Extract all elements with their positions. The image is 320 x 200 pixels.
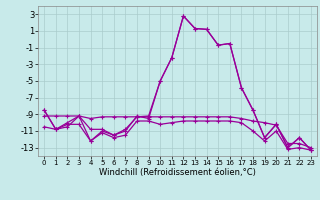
X-axis label: Windchill (Refroidissement éolien,°C): Windchill (Refroidissement éolien,°C) — [99, 168, 256, 177]
